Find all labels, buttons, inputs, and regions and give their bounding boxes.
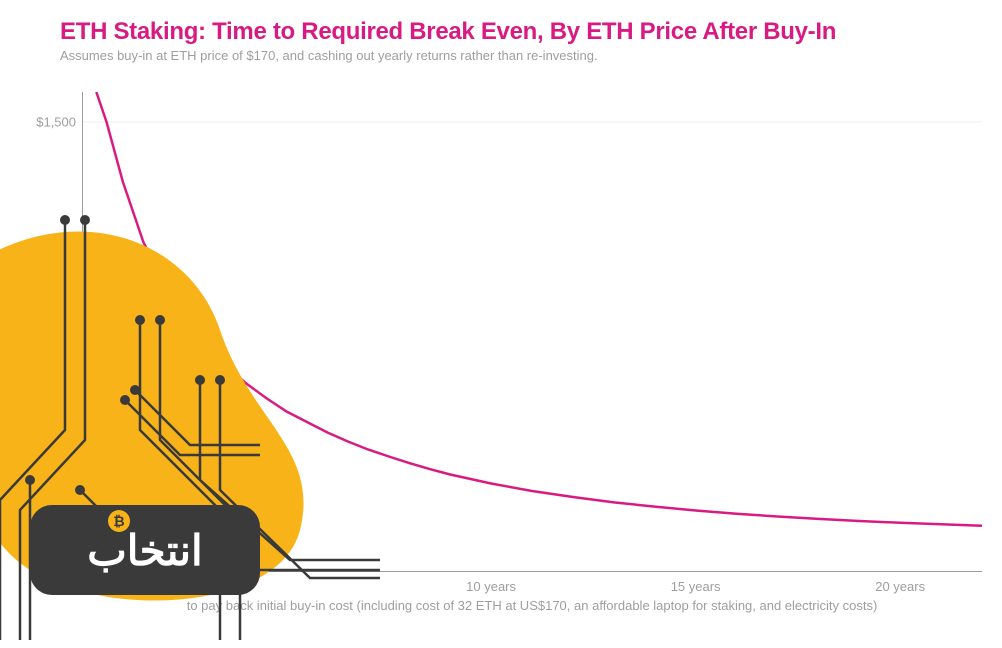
plot-area [82, 92, 982, 572]
watermark-badge-text: انتخاب [87, 526, 202, 575]
chart-title: ETH Staking: Time to Required Break Even… [60, 18, 836, 46]
x-tick-label: 10 years [466, 579, 516, 594]
x-tick-label: 15 years [671, 579, 721, 594]
watermark-badge: انتخاب [30, 505, 260, 595]
chart-subtitle: Assumes buy-in at ETH price of $170, and… [60, 48, 598, 63]
series-eth-price-vs-years [96, 92, 982, 526]
x-tick-label: 20 years [875, 579, 925, 594]
chart-container: ETH Staking: Time to Required Break Even… [0, 0, 1002, 648]
x-axis-label: to pay back initial buy-in cost (includi… [82, 598, 982, 613]
y-tick-label: $1,500 [36, 115, 76, 130]
bitcoin-icon: ₿ [108, 510, 130, 532]
